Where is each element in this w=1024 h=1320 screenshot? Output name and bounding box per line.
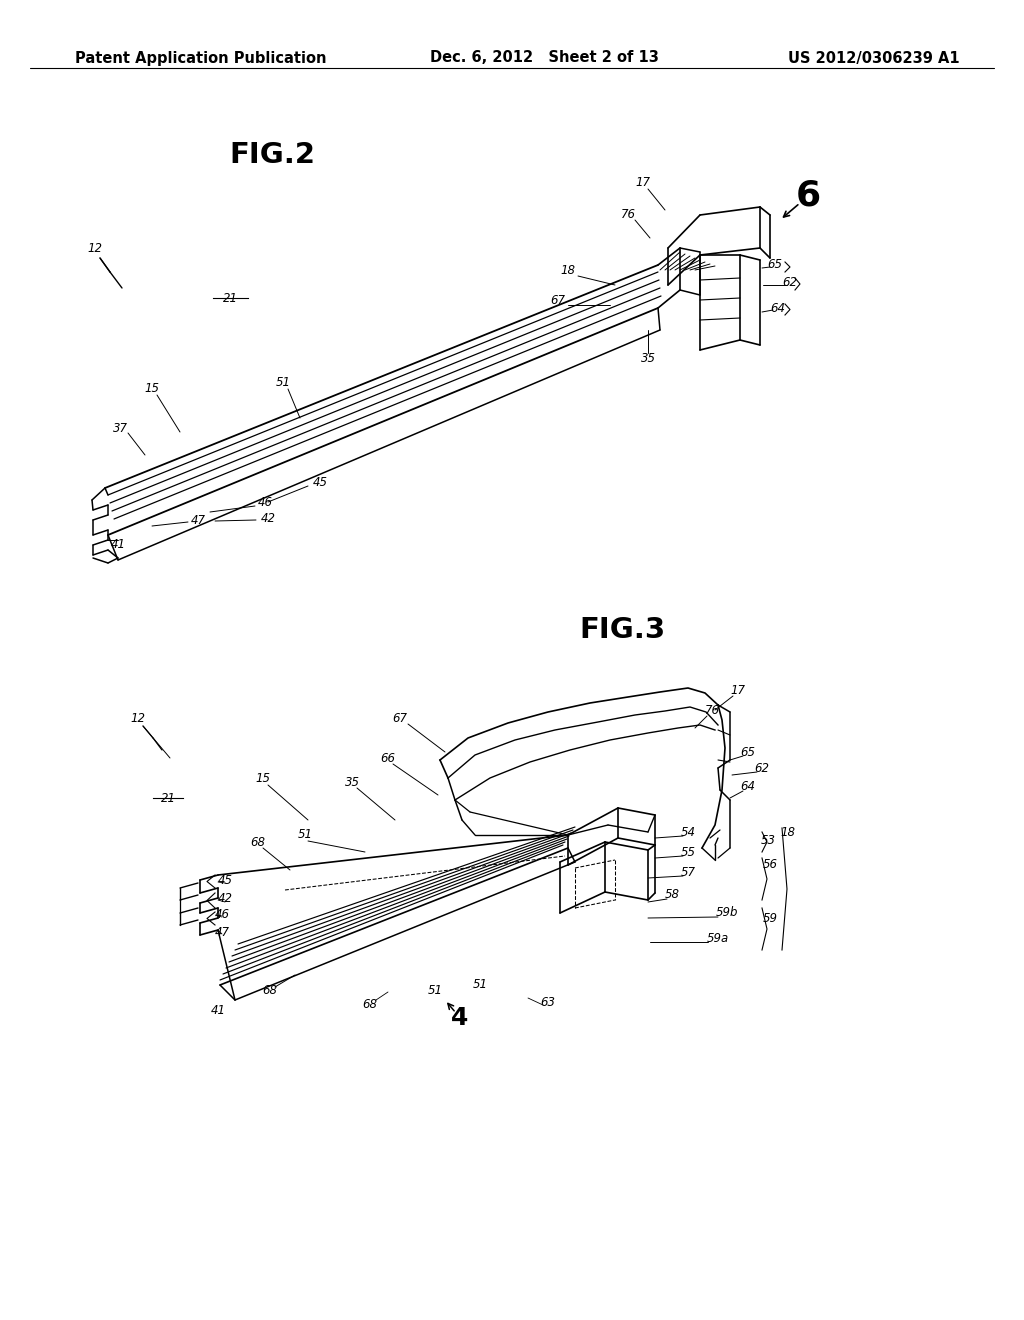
Text: 64: 64: [770, 301, 785, 314]
Text: 42: 42: [260, 511, 275, 524]
Text: 12: 12: [130, 711, 145, 725]
Text: 35: 35: [344, 776, 359, 788]
Text: 66: 66: [381, 751, 395, 764]
Text: 68: 68: [251, 836, 265, 849]
Text: Patent Application Publication: Patent Application Publication: [75, 50, 327, 66]
Text: 17: 17: [730, 684, 745, 697]
Text: 68: 68: [362, 998, 378, 1011]
Text: 45: 45: [312, 475, 328, 488]
Text: 21: 21: [161, 792, 175, 804]
Text: 18: 18: [780, 825, 796, 838]
Text: 46: 46: [214, 908, 229, 921]
Text: 62: 62: [782, 276, 798, 289]
Text: 41: 41: [211, 1003, 225, 1016]
Text: 21: 21: [222, 292, 238, 305]
Text: FIG.3: FIG.3: [579, 616, 666, 644]
Text: FIG.2: FIG.2: [229, 141, 315, 169]
Text: 47: 47: [214, 925, 229, 939]
Text: 17: 17: [636, 177, 650, 190]
Text: 51: 51: [472, 978, 487, 991]
Text: 56: 56: [763, 858, 777, 871]
Text: 68: 68: [262, 983, 278, 997]
Text: 67: 67: [392, 711, 408, 725]
Text: 42: 42: [217, 891, 232, 904]
Text: 59a: 59a: [707, 932, 729, 945]
Text: 64: 64: [740, 780, 756, 793]
Text: 46: 46: [257, 495, 272, 508]
Text: 62: 62: [755, 762, 769, 775]
Text: 58: 58: [665, 888, 680, 902]
Text: 54: 54: [681, 825, 695, 838]
Text: 59b: 59b: [716, 907, 738, 920]
Text: 63: 63: [541, 995, 555, 1008]
Text: 51: 51: [275, 375, 291, 388]
Text: 53: 53: [761, 833, 775, 846]
Text: 57: 57: [681, 866, 695, 879]
Text: Dec. 6, 2012   Sheet 2 of 13: Dec. 6, 2012 Sheet 2 of 13: [430, 50, 658, 66]
Text: 65: 65: [768, 259, 782, 272]
Text: 41: 41: [111, 539, 126, 552]
Text: 76: 76: [705, 704, 720, 717]
Text: 15: 15: [256, 771, 270, 784]
Text: 35: 35: [640, 351, 655, 364]
Text: 65: 65: [740, 746, 756, 759]
Text: 59: 59: [763, 912, 777, 924]
Text: US 2012/0306239 A1: US 2012/0306239 A1: [788, 50, 961, 66]
Text: 45: 45: [217, 874, 232, 887]
Text: 55: 55: [681, 846, 695, 858]
Text: 18: 18: [560, 264, 575, 276]
Text: 15: 15: [144, 381, 160, 395]
Text: 67: 67: [551, 293, 565, 306]
Text: 51: 51: [298, 829, 312, 842]
Text: 12: 12: [87, 242, 102, 255]
Text: 4: 4: [452, 1006, 469, 1030]
Text: 47: 47: [190, 513, 206, 527]
Text: 37: 37: [113, 421, 128, 434]
Text: 51: 51: [427, 983, 442, 997]
Text: 76: 76: [621, 209, 636, 222]
Text: 6: 6: [796, 178, 820, 213]
